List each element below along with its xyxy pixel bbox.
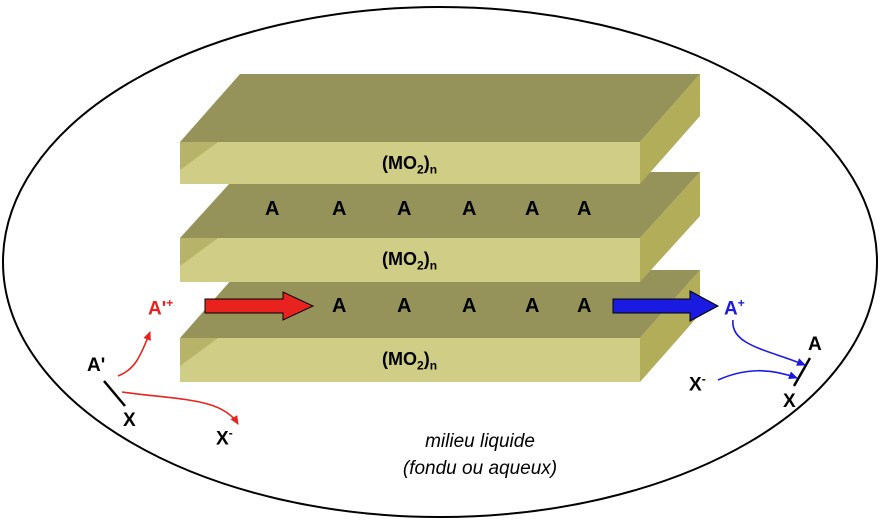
slab-top-left-bevel (180, 142, 218, 170)
slab-top (180, 74, 700, 184)
slab-bottom-top-face (180, 270, 700, 338)
incoming-cation-curve (117, 331, 151, 377)
released-anion: X- (216, 426, 233, 450)
incoming-anion-curve (121, 391, 239, 425)
layer-close: ) (423, 249, 430, 269)
outgoing-arrow (612, 290, 720, 322)
slab-middle-front-face (180, 238, 640, 282)
outgoing-cation-curve (732, 319, 806, 366)
reacting-anion: X- (689, 372, 706, 396)
layer-label-bottom: (MO2)n (382, 349, 437, 373)
outgoing-cation: A+ (724, 296, 745, 320)
interlayer-atom: A (265, 198, 280, 220)
layer-subscript-2: 2 (417, 162, 424, 177)
medium-caption-line1: milieu liquide (425, 431, 535, 452)
reacting-anion-charge: - (701, 372, 706, 386)
outgoing-cation-symbol: A (724, 298, 738, 320)
released-anion-symbol: X (216, 428, 229, 450)
layer-close: ) (423, 349, 430, 369)
slab-bottom-side-face (640, 270, 700, 382)
interlayer-atom: A (525, 295, 540, 317)
layer-subscript-n: n (429, 358, 438, 373)
interlayer-atom: A (525, 198, 540, 220)
slab-bottom-front-face (180, 338, 640, 382)
slab-middle (180, 172, 700, 282)
product-X-label: X (783, 391, 796, 412)
layer-formula: (MO (382, 349, 417, 369)
interlayer-atom: A (462, 198, 477, 220)
outgoing-anion-curve (717, 369, 798, 381)
layer-label-top: (MO2)n (382, 153, 437, 177)
slab-top-front-face (180, 142, 640, 184)
interlayer-atom: A (397, 198, 412, 220)
layer-subscript-2: 2 (417, 358, 424, 373)
slab-middle-top-face (180, 172, 700, 238)
incoming-cation-symbol: A' (148, 298, 167, 320)
reagent-bond-left (103, 380, 126, 407)
layer-label-middle: (MO2)n (382, 249, 437, 273)
incoming-cation-charge: + (166, 296, 174, 310)
released-anion-charge: - (228, 426, 233, 440)
interlayer-atom: A (332, 198, 347, 220)
incoming-arrow (204, 291, 315, 321)
product-A-label: A (808, 334, 822, 355)
outgoing-cation-charge: + (737, 296, 745, 310)
layer-formula: (MO (382, 249, 417, 269)
layer-close: ) (423, 153, 430, 173)
interlayer-atom: A (577, 198, 592, 220)
interlayer-atom: A (397, 295, 412, 317)
slab-middle-left-bevel (180, 238, 218, 266)
layer-subscript-2: 2 (417, 258, 424, 273)
slab-top-side-face (640, 74, 700, 184)
reagent-A-label: A' (87, 355, 106, 376)
slab-bottom-left-bevel (180, 338, 218, 366)
layer-subscript-n: n (429, 162, 438, 177)
slab-middle-side-face (640, 172, 700, 282)
product-bond-right (792, 357, 812, 387)
interlayer-atom: A (462, 295, 477, 317)
layer-subscript-n: n (429, 258, 438, 273)
interlayer-atom: A (577, 295, 592, 317)
reagent-X-label: X (123, 410, 136, 431)
reacting-anion-symbol: X (689, 374, 702, 396)
slab-bottom (180, 270, 700, 382)
slab-top-top-face (180, 74, 700, 142)
medium-caption-line2: (fondu ou aqueux) (402, 458, 558, 479)
interlayer-atom: A (332, 295, 347, 317)
incoming-cation: A'+ (148, 296, 173, 320)
layer-formula: (MO (382, 153, 417, 173)
